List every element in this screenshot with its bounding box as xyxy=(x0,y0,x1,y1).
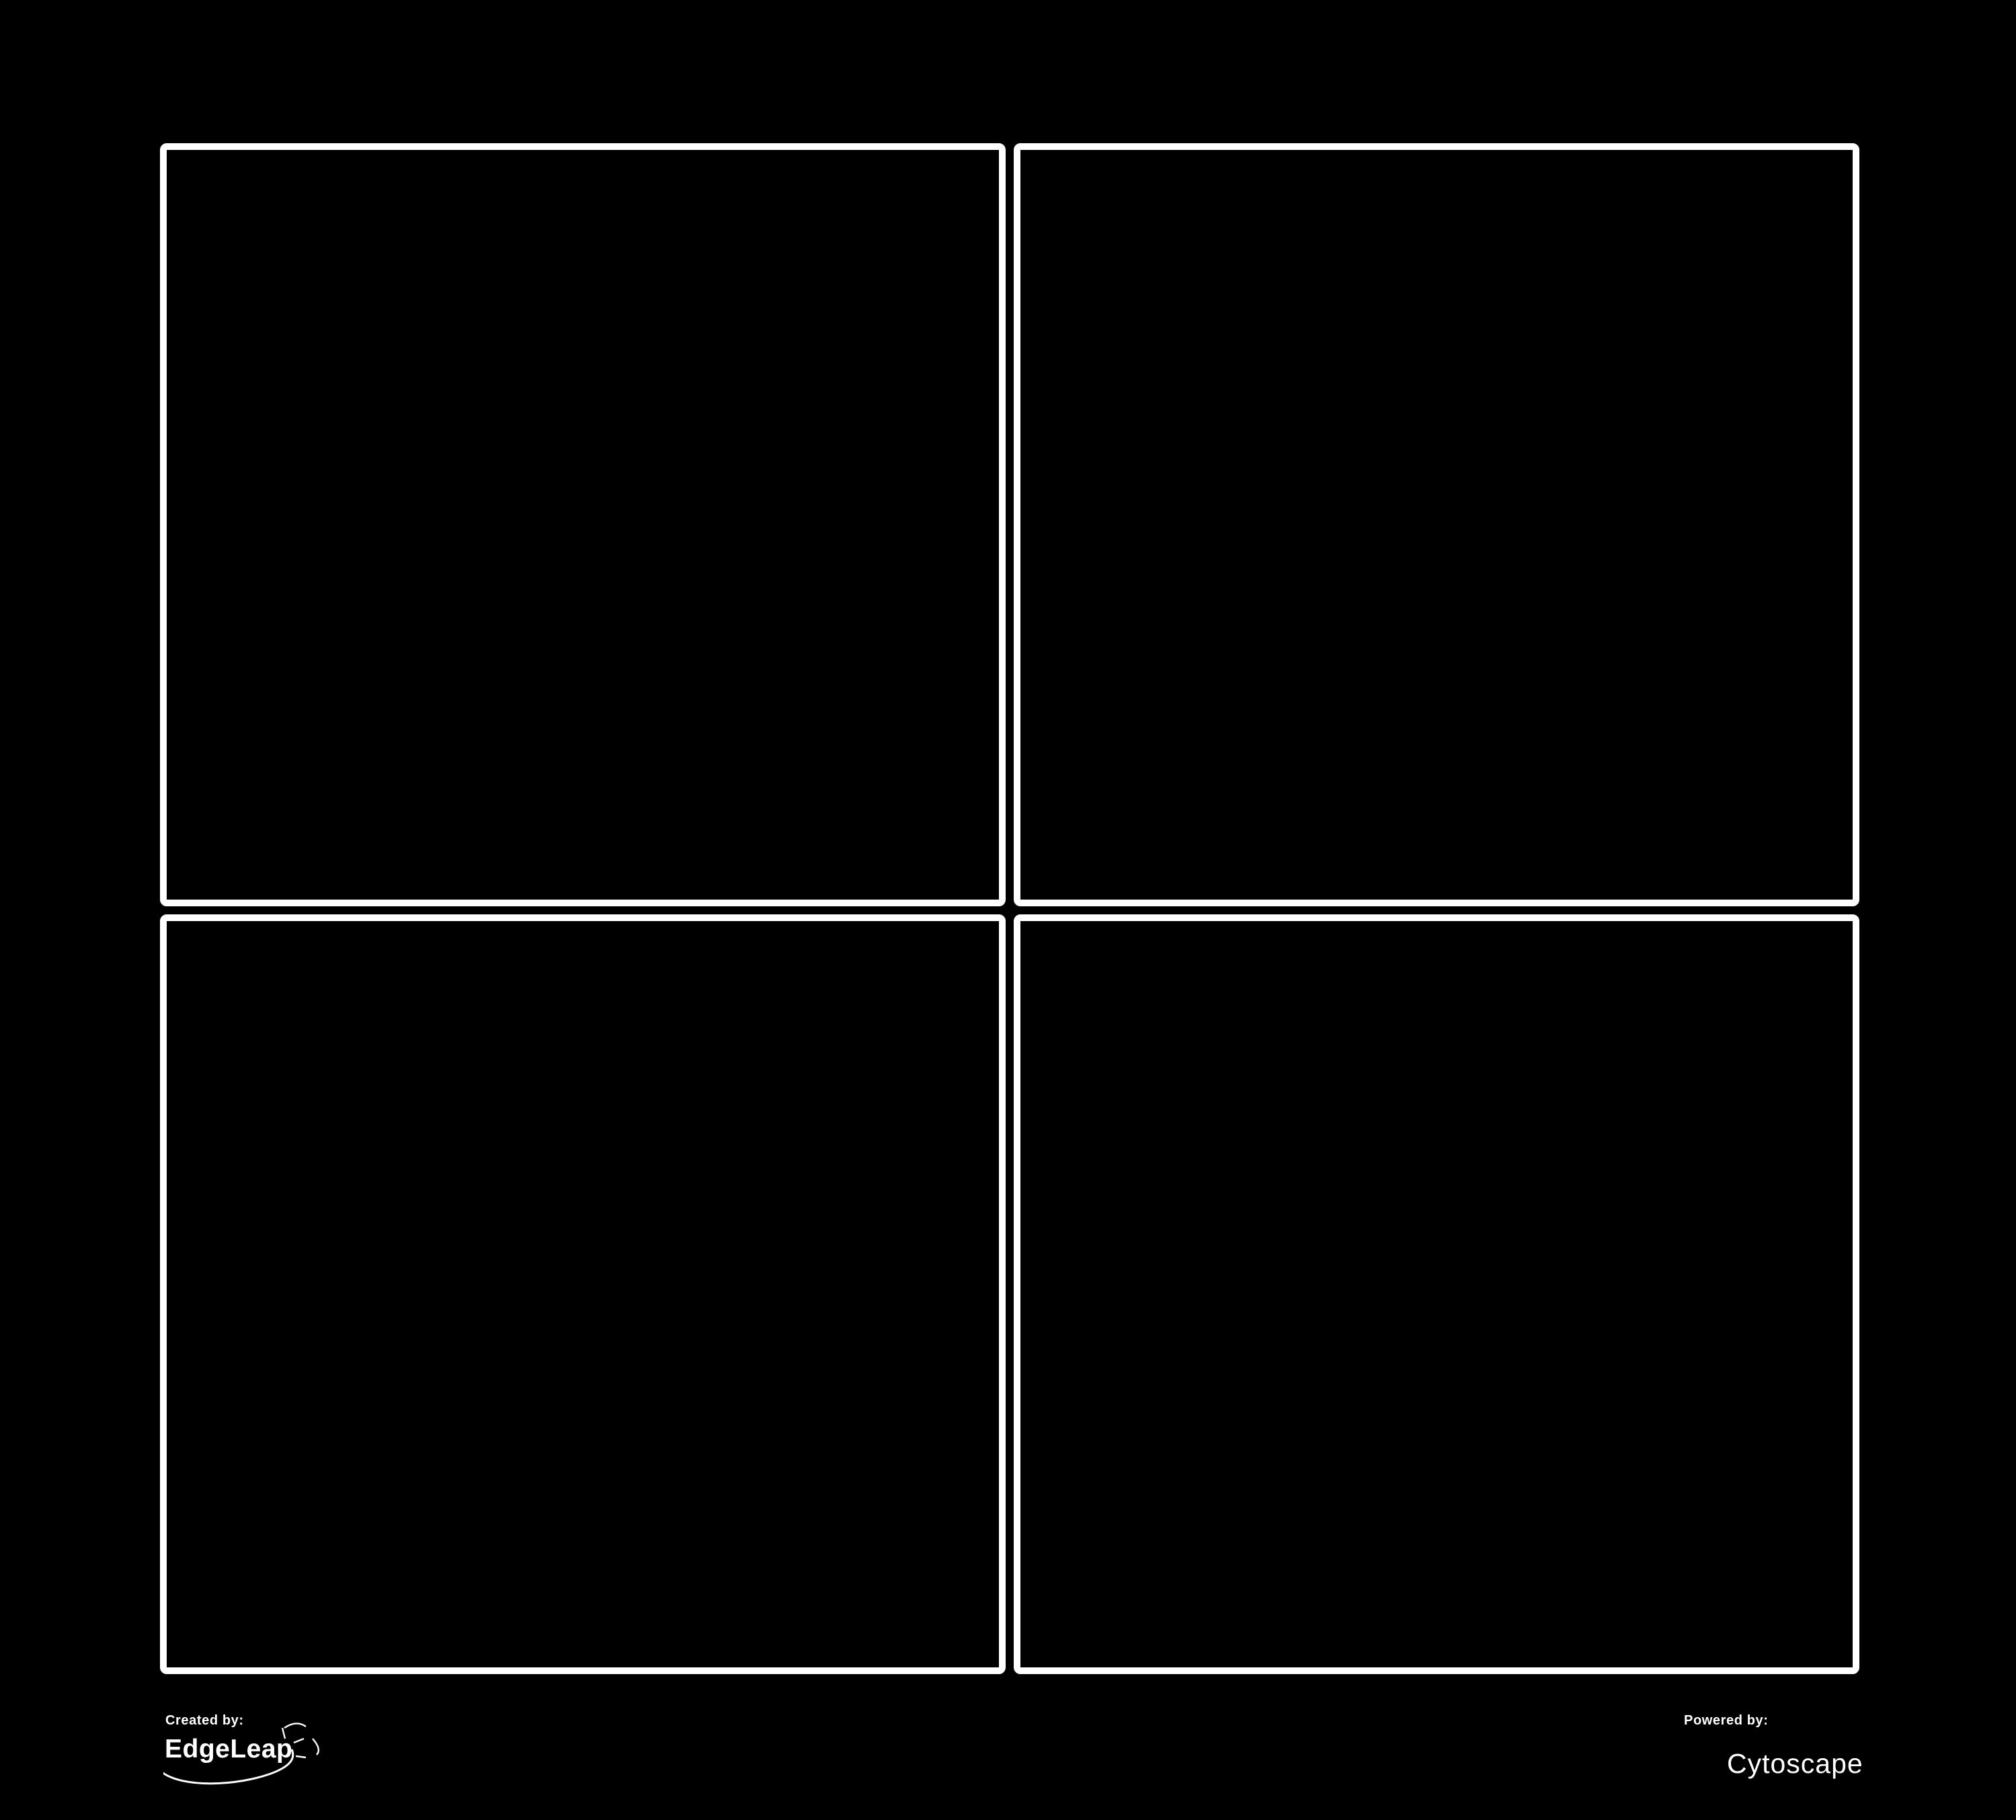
network-disease-classes xyxy=(1020,925,1853,1594)
edgeleap-logo-icon xyxy=(163,1723,320,1785)
cytoscape-credit: Powered by: Cytoscape xyxy=(1684,1713,1899,1801)
powered-by-label: Powered by: xyxy=(1684,1713,1769,1728)
network-disease-risk xyxy=(1020,154,1853,833)
panel-ingredient-disease xyxy=(160,143,1006,906)
cytoscape-wordmark: Cytoscape xyxy=(1727,1747,1863,1779)
edgeleap-credit: Created by: EdgeLeap xyxy=(163,1713,479,1801)
network-nutrient-classes xyxy=(167,925,999,1594)
network-ingredient-disease xyxy=(167,154,999,833)
edgeleap-wordmark: EdgeLeap xyxy=(165,1735,293,1764)
panel-disease-risk xyxy=(1014,143,1859,906)
panel-nutrient-classes xyxy=(160,914,1006,1674)
cytoscape-logo-icon xyxy=(1684,1743,1720,1784)
created-by-label: Created by: xyxy=(165,1713,244,1728)
panel-disease-classes xyxy=(1014,914,1859,1674)
